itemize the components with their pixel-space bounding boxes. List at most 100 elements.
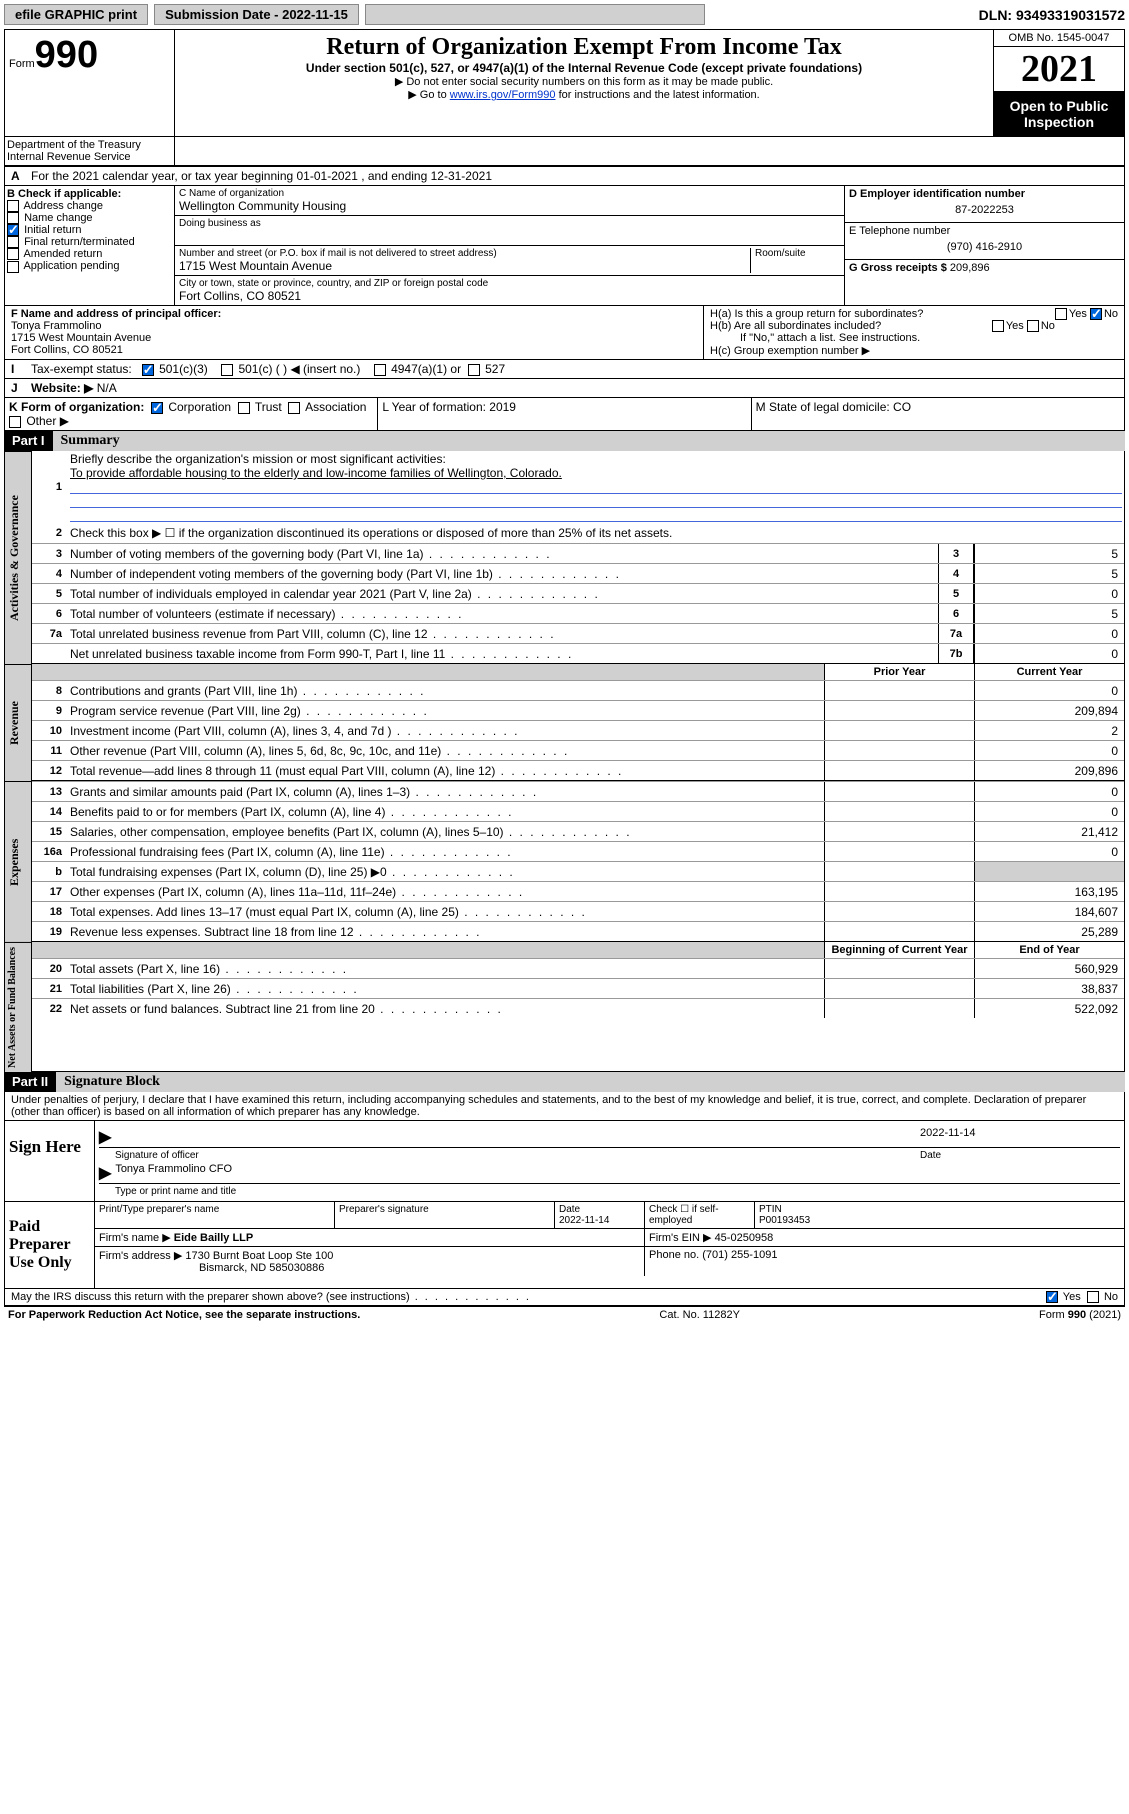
data-line-9: 9Program service revenue (Part VIII, lin… (32, 700, 1124, 720)
paid-preparer-label: Paid Preparer Use Only (5, 1202, 95, 1288)
page-footer: For Paperwork Reduction Act Notice, see … (4, 1306, 1125, 1323)
data-line-14: 14Benefits paid to or for members (Part … (32, 801, 1124, 821)
bal-header: Beginning of Current Year End of Year (32, 942, 1124, 958)
block-f: F Name and address of principal officer:… (5, 306, 704, 359)
data-line-22: 22Net assets or fund balances. Subtract … (32, 998, 1124, 1018)
part1-title: Summary (53, 431, 1125, 451)
firm-addr-row: Firm's address ▶ 1730 Burnt Boat Loop St… (95, 1246, 1124, 1276)
block-c: C Name of organization Wellington Commun… (175, 186, 844, 305)
tel-value: (970) 416-2910 (849, 237, 1120, 257)
org-city: Fort Collins, CO 80521 (179, 289, 840, 303)
org-name-cell: C Name of organization Wellington Commun… (175, 186, 844, 216)
cb-other[interactable] (9, 416, 21, 428)
cb-501c3[interactable] (142, 364, 154, 376)
line-k: K Form of organization: Corporation Trus… (4, 398, 1125, 431)
prep-date: 2022-11-14 (559, 1215, 609, 1226)
line-j: J Website: ▶ N/A (4, 379, 1125, 398)
discuss-no[interactable] (1087, 1291, 1099, 1303)
sig-date: 2022-11-14 (920, 1127, 1120, 1147)
blank-button (365, 4, 705, 25)
form-ref: Form 990 (2021) (1039, 1309, 1121, 1321)
city-cell: City or town, state or province, country… (175, 276, 844, 305)
org-name: Wellington Community Housing (179, 199, 840, 213)
firm-phone: (701) 255-1091 (702, 1249, 777, 1261)
addr-cell: Number and street (or P.O. box if mail i… (175, 246, 844, 276)
vtab-revenue: Revenue (4, 664, 32, 781)
cb-amended[interactable]: Amended return (7, 248, 172, 260)
block-d: D Employer identification number 87-2022… (844, 186, 1124, 305)
mission-text: To provide affordable housing to the eld… (70, 466, 562, 480)
ein-cell: D Employer identification number 87-2022… (845, 186, 1124, 223)
gov-line-3: 3Number of voting members of the governi… (32, 543, 1124, 563)
firm-name: Eide Bailly LLP (174, 1232, 253, 1244)
cat-no: Cat. No. 11282Y (659, 1309, 740, 1321)
tax-year-range: For the 2021 calendar year, or tax year … (27, 167, 1124, 185)
officer-name-line: ▶ Tonya Frammolino CFO (99, 1163, 1120, 1184)
firm-address: 1730 Burnt Boat Loop Ste 100 (185, 1250, 333, 1262)
header-right-box: OMB No. 1545-0047 2021 Open to Public In… (994, 30, 1124, 136)
form-subtitle: Under section 501(c), 527, or 4947(a)(1)… (183, 61, 985, 75)
cb-application-pending[interactable]: Application pending (7, 260, 172, 272)
org-address: 1715 West Mountain Avenue (179, 259, 750, 273)
h-b: H(b) Are all subordinates included? Yes … (710, 320, 1118, 332)
cb-address-change[interactable]: Address change (7, 200, 172, 212)
ein-value: 87-2022253 (849, 200, 1120, 220)
firm-city: Bismarck, ND 585030886 (99, 1262, 324, 1274)
block-b: B Check if applicable: Address change Na… (5, 186, 175, 305)
hb-no[interactable] (1027, 320, 1039, 332)
sign-here-label: Sign Here (5, 1121, 95, 1201)
hdr-prior: Prior Year (824, 664, 974, 680)
form-note1: ▶ Do not enter social security numbers o… (183, 75, 985, 88)
ha-no[interactable] (1090, 308, 1102, 320)
gross-value: 209,896 (950, 262, 990, 274)
h-c: H(c) Group exemption number ▶ (710, 344, 1118, 357)
dept-treasury: Department of the Treasury Internal Reve… (5, 137, 175, 165)
omb-number: OMB No. 1545-0047 (994, 30, 1124, 47)
signature-block: Under penalties of perjury, I declare th… (4, 1092, 1125, 1306)
irs-link[interactable]: www.irs.gov/Form990 (450, 89, 556, 101)
gov-line-7a: 7aTotal unrelated business revenue from … (32, 623, 1124, 643)
efile-button[interactable]: efile GRAPHIC print (4, 4, 148, 25)
hb-yes[interactable] (992, 320, 1004, 332)
entity-info-row: B Check if applicable: Address change Na… (4, 186, 1125, 306)
line-i: I Tax-exempt status: 501(c)(3) 501(c) ( … (4, 360, 1125, 379)
data-line-11: 11Other revenue (Part VIII, column (A), … (32, 740, 1124, 760)
declaration-text: Under penalties of perjury, I declare th… (5, 1092, 1124, 1120)
dept-row: Department of the Treasury Internal Reve… (4, 137, 1125, 166)
rev-header: Prior Year Current Year (32, 664, 1124, 680)
cb-501c[interactable] (221, 364, 233, 376)
cb-final-return[interactable]: Final return/terminated (7, 236, 172, 248)
form-title: Return of Organization Exempt From Incom… (183, 34, 985, 61)
officer-sig-line: ▶ 2022-11-14 (99, 1127, 1120, 1148)
line-2: 2 Check this box ▶ ☐ if the organization… (32, 523, 1124, 543)
cb-assoc[interactable] (288, 402, 300, 414)
cb-4947[interactable] (374, 364, 386, 376)
self-employed-check[interactable]: Check ☐ if self-employed (645, 1202, 755, 1228)
data-line-16a: 16aProfessional fundraising fees (Part I… (32, 841, 1124, 861)
discuss-yes[interactable] (1046, 1291, 1058, 1303)
open-public-badge: Open to Public Inspection (994, 92, 1124, 136)
website-value: N/A (97, 381, 117, 395)
form-header: Form990 Return of Organization Exempt Fr… (4, 29, 1125, 137)
form-note2: ▶ Go to www.irs.gov/Form990 for instruct… (183, 88, 985, 101)
data-line-21: 21Total liabilities (Part X, line 26)38,… (32, 978, 1124, 998)
officer-name-title: Tonya Frammolino CFO (115, 1163, 232, 1183)
cb-corp[interactable] (151, 402, 163, 414)
year-formation: L Year of formation: 2019 (378, 398, 751, 430)
cb-527[interactable] (468, 364, 480, 376)
submission-button[interactable]: Submission Date - 2022-11-15 (154, 4, 359, 25)
data-line-20: 20Total assets (Part X, line 16)560,929 (32, 958, 1124, 978)
cb-trust[interactable] (238, 402, 250, 414)
cb-name-change[interactable]: Name change (7, 212, 172, 224)
vtab-expenses: Expenses (4, 781, 32, 942)
ha-yes[interactable] (1055, 308, 1067, 320)
data-line-15: 15Salaries, other compensation, employee… (32, 821, 1124, 841)
hdr-current: Current Year (974, 664, 1124, 680)
may-discuss-row: May the IRS discuss this return with the… (5, 1288, 1124, 1305)
part2-title: Signature Block (56, 1072, 1125, 1092)
hdr-end: End of Year (974, 942, 1124, 958)
part1-header: Part I Summary (4, 431, 1125, 451)
block-h: H(a) Is this a group return for subordin… (704, 306, 1124, 359)
cb-initial-return[interactable]: Initial return (7, 224, 172, 236)
vtab-balances: Net Assets or Fund Balances (4, 942, 32, 1072)
